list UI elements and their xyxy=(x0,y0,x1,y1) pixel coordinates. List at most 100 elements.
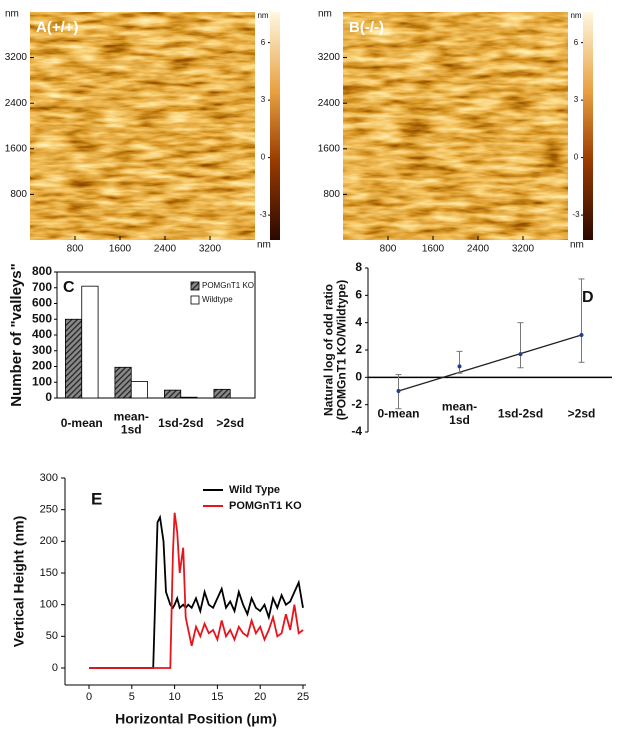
y-label-group: Natural log of odd ratio(POMGnT1 KO/Wild… xyxy=(322,280,349,421)
x-unit: nm xyxy=(257,240,271,251)
x-tick-label: 800 xyxy=(67,244,84,255)
bar xyxy=(180,396,198,399)
x-tick-label: >2sd xyxy=(568,406,596,420)
afm-image xyxy=(343,12,568,240)
y-tick-label: -4 xyxy=(351,424,362,438)
data-line xyxy=(89,514,304,669)
colorbar-tick-label: 3 xyxy=(261,95,266,104)
point xyxy=(396,389,401,393)
bar xyxy=(213,388,231,399)
trend-line xyxy=(398,334,582,392)
y-tick-label: 100 xyxy=(40,599,58,611)
y-tick-label: 1600 xyxy=(5,143,28,154)
y-tick-label: 0 xyxy=(52,662,58,674)
colorbar-tick-label: 6 xyxy=(574,38,579,47)
legend-swatch xyxy=(190,295,200,305)
point xyxy=(518,352,523,357)
x-tick-label: 15 xyxy=(211,691,223,703)
y-tick-label: 100 xyxy=(32,374,52,388)
y-tick-label: 700 xyxy=(32,280,52,294)
legend-label: POMGnT1 KO xyxy=(229,500,302,512)
y-axis-label: Number of "valleys" xyxy=(8,263,25,406)
x-tick-label: 1sd-2sd xyxy=(498,406,543,420)
colorbar-tick-label: 6 xyxy=(261,38,266,47)
legend-label: Wildtype xyxy=(202,295,233,304)
x-tick-label: 2400 xyxy=(467,244,490,255)
y-tick-label: 6 xyxy=(355,288,362,302)
x-tick-label: mean-1sd xyxy=(442,400,477,427)
y-tick-label: 200 xyxy=(32,359,52,373)
bar xyxy=(65,318,83,399)
afm-image xyxy=(30,12,255,240)
colorbar-tick-label: -3 xyxy=(572,210,580,219)
panel-label: A(+/+) xyxy=(36,19,79,36)
bar xyxy=(81,285,99,399)
x-tick-label: >2sd xyxy=(216,416,244,430)
data-line xyxy=(89,512,304,669)
x-tick-label: 1600 xyxy=(109,244,132,255)
y-tick-label: 600 xyxy=(32,296,52,310)
x-tick-label: 3200 xyxy=(199,244,222,255)
colorbar xyxy=(583,12,593,240)
x-tick-label: mean-1sd xyxy=(114,410,149,437)
y-unit: nm xyxy=(318,9,332,20)
colorbar-tick-label: -3 xyxy=(259,210,267,219)
y-tick-label: 3200 xyxy=(5,52,28,63)
y-tick-label: 0 xyxy=(355,370,362,384)
point xyxy=(579,332,584,337)
y-tick-label: 8 xyxy=(355,260,362,274)
colorbar-label: nm xyxy=(570,11,581,20)
x-tick-label: 0-mean xyxy=(377,406,419,420)
x-tick-label: 0-mean xyxy=(61,416,103,430)
y-tick-label: 500 xyxy=(32,311,52,325)
y-tick-label: 200 xyxy=(40,535,58,547)
x-tick-label: 1600 xyxy=(422,244,445,255)
y-tick-label: 300 xyxy=(32,343,52,357)
y-label-group: Number of "valleys" xyxy=(8,263,25,406)
bar xyxy=(114,366,132,399)
y-tick-label: 0 xyxy=(45,390,52,404)
panel-label: E xyxy=(91,489,102,508)
x-tick-label: 10 xyxy=(168,691,180,703)
panel-label: C xyxy=(63,279,75,296)
y-tick-label: 3200 xyxy=(318,52,341,63)
bar xyxy=(130,381,148,399)
x-tick-label: 2400 xyxy=(154,244,177,255)
y-tick-label: 800 xyxy=(10,189,27,200)
legend-label: POMGnT1 KO xyxy=(202,281,254,290)
colorbar-label: nm xyxy=(257,11,268,20)
x-tick-label: 5 xyxy=(129,691,135,703)
legend-swatch xyxy=(190,281,200,291)
y-tick-label: 400 xyxy=(32,327,52,341)
panel-label: B(-/-) xyxy=(349,19,384,36)
y-label-group: Vertical Height (nm) xyxy=(11,516,27,647)
y-tick-label: 150 xyxy=(40,567,58,579)
y-axis-label: Natural log of odd ratio(POMGnT1 KO/Wild… xyxy=(322,280,349,421)
y-tick-label: 250 xyxy=(40,504,58,516)
x-tick-label: 0 xyxy=(86,691,92,703)
colorbar-tick-label: 0 xyxy=(574,153,579,162)
x-tick-label: 3200 xyxy=(512,244,535,255)
y-tick-label: 800 xyxy=(32,264,52,278)
x-unit: nm xyxy=(570,240,584,251)
y-unit: nm xyxy=(5,9,19,20)
y-tick-label: 2 xyxy=(355,342,362,356)
x-tick-label: 800 xyxy=(380,244,397,255)
colorbar-tick-label: 3 xyxy=(574,95,579,104)
colorbar-tick-label: 0 xyxy=(261,153,266,162)
y-tick-label: 1600 xyxy=(318,143,341,154)
y-tick-label: 2400 xyxy=(5,98,28,109)
point xyxy=(457,364,462,369)
y-tick-label: 50 xyxy=(46,630,58,642)
bar xyxy=(164,389,182,399)
y-tick-label: 300 xyxy=(40,472,58,484)
x-axis-label: Horizontal Position (μm) xyxy=(115,711,277,727)
legend-label: Wild Type xyxy=(229,484,280,496)
panel-label: D xyxy=(582,289,594,306)
y-axis-label: Vertical Height (nm) xyxy=(11,516,27,647)
y-tick-label: -2 xyxy=(351,397,362,411)
y-tick-label: 2400 xyxy=(318,98,341,109)
x-tick-label: 1sd-2sd xyxy=(158,416,203,430)
y-tick-label: 800 xyxy=(323,189,340,200)
